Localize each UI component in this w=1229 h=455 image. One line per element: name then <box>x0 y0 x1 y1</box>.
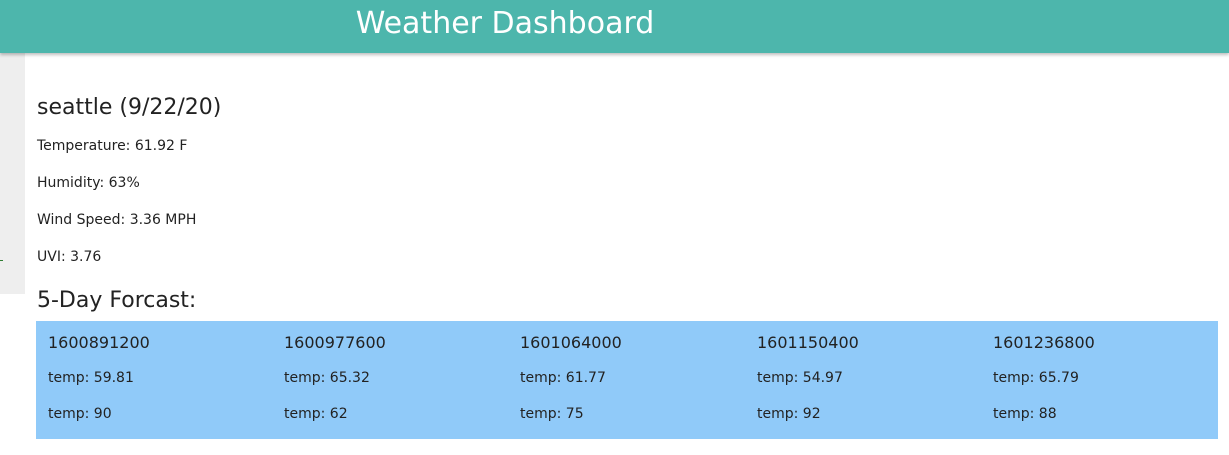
humidity-stat: Humidity: 63% <box>37 175 140 191</box>
forecast-day: 1600977600 temp: 65.32 temp: 62 <box>272 321 508 439</box>
search-sidebar <box>0 53 25 294</box>
app-header: Weather Dashboard <box>0 0 1229 53</box>
forecast-row: 1600891200 temp: 59.81 temp: 90 16009776… <box>36 321 1218 439</box>
forecast-temp: temp: 61.77 <box>520 370 606 386</box>
forecast-day: 1601064000 temp: 61.77 temp: 75 <box>508 321 744 439</box>
forecast-temp: temp: 75 <box>520 406 584 422</box>
forecast-date: 1601236800 <box>993 333 1095 352</box>
forecast-temp: temp: 88 <box>993 406 1057 422</box>
forecast-heading: 5-Day Forcast: <box>37 288 197 313</box>
current-weather: seattle (9/22/20) Temperature: 61.92 F H… <box>37 92 222 265</box>
forecast-temp: temp: 90 <box>48 406 112 422</box>
forecast-temp: temp: 54.97 <box>757 370 843 386</box>
forecast-date: 1600891200 <box>48 333 150 352</box>
forecast-temp: temp: 65.79 <box>993 370 1079 386</box>
city-heading: seattle (9/22/20) <box>37 95 222 120</box>
sidebar-divider <box>0 260 3 261</box>
forecast-date: 1601064000 <box>520 333 622 352</box>
uvi-stat: UVI: 3.76 <box>37 249 102 265</box>
forecast-temp: temp: 92 <box>757 406 821 422</box>
forecast-temp: temp: 62 <box>284 406 348 422</box>
forecast-day: 1601236800 temp: 65.79 temp: 88 <box>981 321 1217 439</box>
wind-speed-stat: Wind Speed: 3.36 MPH <box>37 212 197 228</box>
forecast-date: 1601150400 <box>757 333 859 352</box>
temperature-stat: Temperature: 61.92 F <box>37 138 188 154</box>
forecast-temp: temp: 65.32 <box>284 370 370 386</box>
forecast-day: 1600891200 temp: 59.81 temp: 90 <box>36 321 272 439</box>
forecast-day: 1601150400 temp: 54.97 temp: 92 <box>745 321 981 439</box>
forecast-date: 1600977600 <box>284 333 386 352</box>
forecast-temp: temp: 59.81 <box>48 370 134 386</box>
page-title: Weather Dashboard <box>355 6 655 41</box>
